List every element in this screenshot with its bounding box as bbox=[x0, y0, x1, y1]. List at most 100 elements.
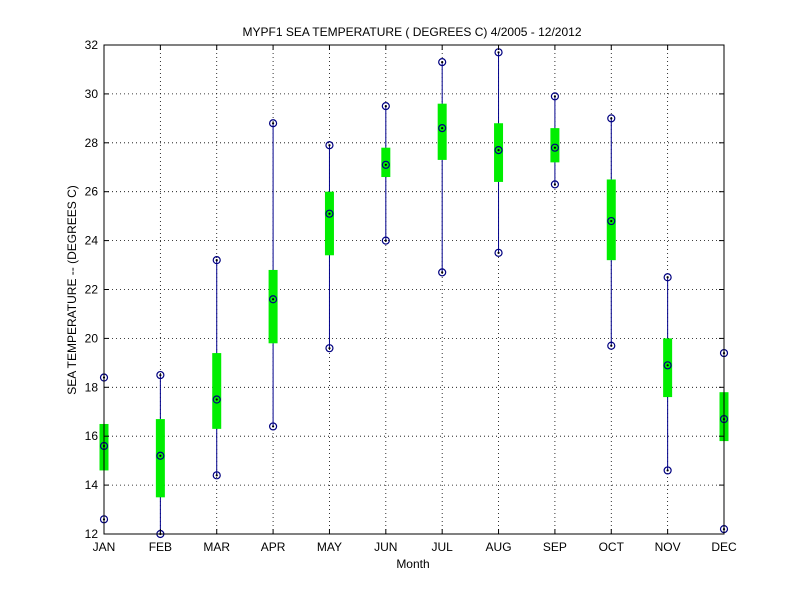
box-group-jun bbox=[381, 102, 391, 245]
median-marker-dot bbox=[441, 127, 444, 130]
max-marker-dot bbox=[441, 61, 444, 64]
median-marker-dot bbox=[497, 149, 500, 152]
max-marker-dot bbox=[215, 259, 218, 262]
box-group-nov bbox=[663, 273, 673, 475]
min-marker-dot bbox=[553, 183, 557, 186]
x-tick-label: DEC bbox=[711, 540, 737, 554]
min-marker bbox=[325, 344, 334, 353]
y-tick-label: 22 bbox=[85, 283, 99, 297]
iqr-box bbox=[381, 147, 391, 178]
box-group-feb bbox=[155, 370, 165, 539]
iqr-box bbox=[663, 338, 673, 398]
min-marker-dot bbox=[441, 271, 444, 274]
y-tick-label: 28 bbox=[85, 136, 99, 150]
box-group-apr bbox=[268, 119, 278, 431]
max-marker-dot bbox=[610, 117, 613, 120]
median-marker bbox=[325, 209, 334, 218]
median-marker bbox=[550, 143, 560, 152]
max-marker bbox=[212, 256, 221, 265]
max-marker bbox=[268, 119, 278, 128]
x-tick-label: MAY bbox=[317, 540, 342, 554]
max-marker bbox=[325, 141, 334, 150]
median-marker bbox=[438, 124, 447, 133]
max-marker bbox=[381, 102, 390, 111]
median-marker-dot bbox=[328, 212, 331, 215]
max-marker bbox=[550, 92, 560, 101]
grid-lines bbox=[104, 45, 724, 534]
min-marker-dot bbox=[215, 474, 218, 477]
y-tick-label: 12 bbox=[85, 527, 99, 541]
median-marker-dot bbox=[666, 364, 669, 367]
iqr-box bbox=[324, 191, 334, 256]
y-tick-label: 24 bbox=[85, 234, 99, 248]
y-tick-label: 26 bbox=[85, 185, 99, 199]
median-marker bbox=[663, 361, 672, 370]
median-marker bbox=[494, 146, 503, 155]
x-tick-label: MAR bbox=[203, 540, 230, 554]
iqr-box bbox=[494, 123, 504, 182]
min-marker bbox=[212, 471, 221, 480]
min-marker-dot bbox=[610, 344, 613, 347]
median-marker-dot bbox=[553, 146, 557, 149]
x-tick-label: JAN bbox=[93, 540, 116, 554]
x-tick-label: AUG bbox=[486, 540, 512, 554]
median-marker bbox=[268, 295, 278, 304]
median-marker bbox=[607, 216, 616, 226]
y-tick-label: 30 bbox=[85, 87, 99, 101]
max-marker bbox=[663, 273, 672, 282]
max-marker-dot bbox=[271, 122, 275, 125]
median-marker bbox=[212, 395, 221, 404]
iqr-box bbox=[212, 353, 222, 429]
y-tick-label: 16 bbox=[85, 429, 99, 443]
x-axis-label: Month bbox=[396, 557, 429, 571]
box-group-mar bbox=[212, 256, 222, 480]
box-group-aug bbox=[494, 48, 504, 257]
median-marker-dot bbox=[215, 398, 218, 401]
max-marker-dot bbox=[666, 276, 669, 279]
x-tick-label: JUN bbox=[374, 540, 397, 554]
max-marker-dot bbox=[328, 144, 331, 147]
iqr-box bbox=[155, 419, 165, 498]
chart-title: MYPF1 SEA TEMPERATURE ( DEGREES C) 4/200… bbox=[242, 25, 581, 39]
max-marker-dot bbox=[553, 95, 557, 98]
min-marker bbox=[607, 341, 616, 350]
axes: 12 14 16 18 20 22 24 26 28 30 32 JAN FEB MAR APR MAY JUN… bbox=[85, 38, 737, 554]
iqr-box bbox=[268, 269, 278, 344]
x-tick-label: APR bbox=[261, 540, 286, 554]
box-group-may bbox=[324, 141, 334, 353]
median-marker bbox=[156, 451, 165, 460]
x-tick-label: SEP bbox=[543, 540, 567, 554]
y-tick-label: 20 bbox=[85, 331, 99, 345]
x-tick-label: OCT bbox=[599, 540, 625, 554]
min-marker-dot bbox=[497, 251, 500, 254]
plot-area bbox=[99, 48, 729, 539]
y-tick-label: 14 bbox=[85, 478, 99, 492]
y-tick-label: 18 bbox=[85, 380, 99, 394]
x-tick-label: JUL bbox=[432, 540, 454, 554]
box-group-jul bbox=[437, 58, 447, 277]
min-marker bbox=[438, 268, 447, 277]
y-tick-label: 32 bbox=[85, 38, 99, 52]
iqr-box bbox=[606, 179, 616, 261]
x-tick-label: FEB bbox=[149, 540, 172, 554]
min-marker-dot bbox=[328, 347, 331, 350]
max-marker-dot bbox=[384, 105, 387, 108]
max-marker bbox=[607, 114, 616, 123]
y-axis-label: SEA TEMPERATURE -- (DEGREES C) bbox=[65, 185, 79, 395]
max-marker-dot bbox=[497, 51, 500, 54]
min-marker-dot bbox=[384, 239, 387, 242]
min-marker-dot bbox=[271, 425, 275, 428]
max-marker bbox=[438, 58, 447, 67]
min-marker bbox=[268, 422, 278, 431]
min-marker bbox=[663, 466, 672, 475]
median-marker-dot bbox=[384, 163, 387, 166]
median-marker-dot bbox=[159, 454, 162, 457]
min-marker bbox=[494, 248, 503, 257]
median-marker-dot bbox=[271, 298, 275, 301]
iqr-box bbox=[550, 128, 560, 163]
min-marker bbox=[550, 180, 560, 189]
min-marker bbox=[381, 236, 390, 245]
box-group-oct bbox=[606, 114, 616, 350]
max-marker-dot bbox=[159, 373, 162, 377]
